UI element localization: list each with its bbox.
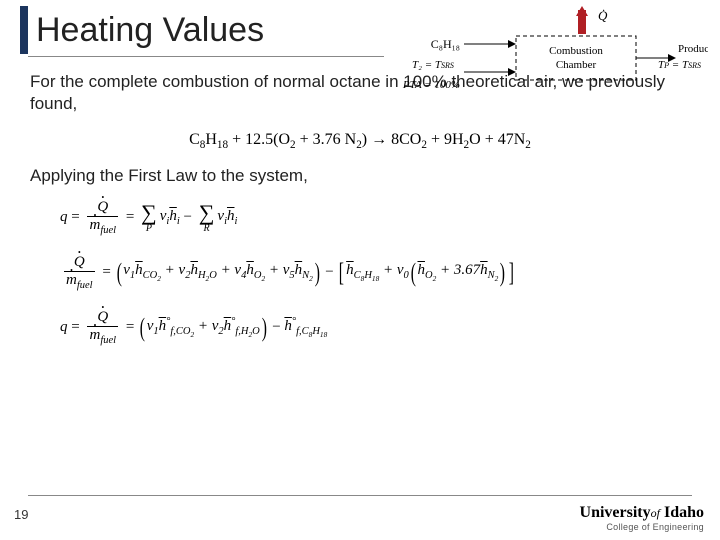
chem-prod2: 9H2O — [444, 131, 485, 148]
logo-idaho: Idaho — [664, 504, 704, 521]
chem-reactant1: C8H18 — [189, 131, 228, 148]
equation-block: q = Q mfuel = ∑P νihi − ∑R νihi Q mfuel … — [60, 199, 720, 346]
tp-label: TP = TSRS — [658, 59, 701, 71]
chem-plus2: + — [431, 131, 440, 148]
chem-prod3: 47N2 — [498, 131, 531, 148]
title-underline — [28, 56, 384, 57]
eq2-fraction: Q mfuel — [64, 254, 95, 291]
logo-of: of — [651, 506, 660, 520]
footer-rule — [28, 495, 692, 496]
university-logo: Universityof Idaho College of Engineerin… — [580, 504, 704, 532]
chem-arrow: → — [371, 131, 387, 148]
eq3-q: q — [60, 319, 68, 336]
chem-prod1: 8CO2 — [391, 131, 431, 148]
slide-title: Heating Values — [36, 11, 264, 50]
eq1-q: q — [60, 209, 68, 226]
q-label: Q̇ — [598, 8, 608, 23]
chemical-equation: C8H18 + 12.5(O2 + 3.76 N2) → 8CO2 + 9H2O… — [0, 131, 720, 151]
pta-label: PTA = 100% — [402, 79, 460, 91]
fuel-label: C₈H₁₈ — [431, 37, 460, 51]
logo-university: University — [580, 504, 651, 521]
products-label: Products — [678, 43, 708, 55]
sum-r: ∑R — [199, 202, 215, 234]
paragraph-2: Applying the First Law to the system, — [30, 165, 690, 187]
eq3-fraction: Q mfuel — [87, 309, 118, 346]
page-number: 19 — [14, 507, 28, 522]
chem-plus3: + — [485, 131, 494, 148]
equation-2: Q mfuel = ( ν1hCO2 + ν2hH2O + ν4hO2 + ν5… — [60, 254, 720, 291]
chamber-label-2: Chamber — [556, 59, 597, 71]
title-accent-bar — [20, 6, 28, 54]
chem-plus: + — [232, 131, 241, 148]
eq1-fraction: Q mfuel — [87, 199, 118, 236]
equation-3: q = Q mfuel = ( ν1h°f,CO2 + ν2h°f,H2O ) … — [60, 309, 720, 346]
chamber-label-1: Combustion — [549, 45, 603, 57]
tr-label: T₂ = TSRS — [412, 59, 454, 71]
combustion-diagram: Q̇ Combustion Chamber C₈H₁₈ Products T₂ … — [398, 6, 708, 96]
logo-college: College of Engineering — [580, 522, 704, 532]
equation-1: q = Q mfuel = ∑P νihi − ∑R νihi — [60, 199, 720, 236]
chem-coef: 12.5(O2 + 3.76 N2) — [245, 131, 371, 148]
sum-p: ∑P — [141, 202, 157, 234]
